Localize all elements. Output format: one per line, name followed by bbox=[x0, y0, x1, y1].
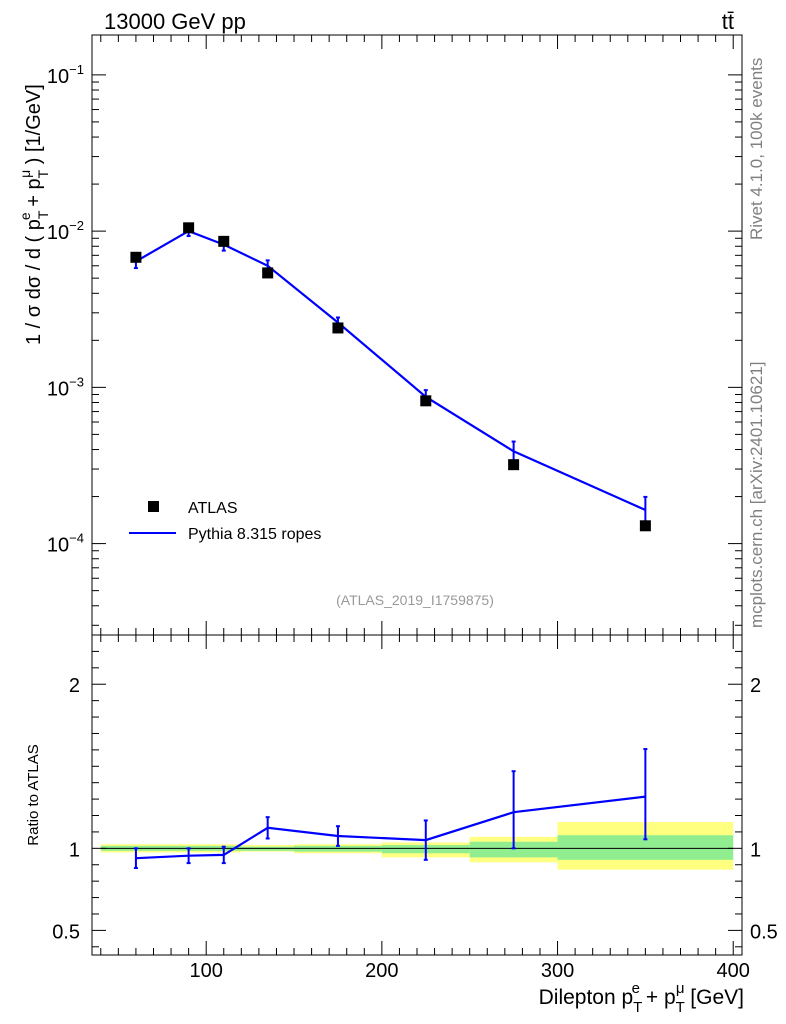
atlas-data-point bbox=[508, 459, 520, 471]
x-axis-title: Dilepton pTe + pTμ [GeV] bbox=[539, 980, 744, 1016]
ratio-y-tick-label-right: 0.5 bbox=[750, 921, 778, 943]
atlas-data-point bbox=[130, 251, 142, 263]
ratio-y-tick-label: 1 bbox=[69, 839, 80, 861]
x-tick-label: 400 bbox=[717, 960, 750, 982]
atlas-data-point bbox=[332, 322, 344, 334]
source-label: mcplots.cern.ch [arXiv:2401.10621] bbox=[747, 362, 766, 628]
ratio-y-axis-title: Ratio to ATLAS bbox=[25, 744, 42, 845]
ratio-pythia-line bbox=[135, 795, 646, 860]
ratio-y-tick-label: 2 bbox=[69, 675, 80, 697]
atlas-data-point bbox=[420, 395, 432, 407]
main-y-axis-title: 1 / σ dσ / d ( pTe + pTμ ) [1/GeV] bbox=[17, 84, 51, 345]
energy-label: 13000 GeV pp bbox=[104, 9, 246, 34]
ratio-plot: 0.5 0.5 1 1 2 2 100 200 300 400 bbox=[52, 634, 778, 982]
pythia-line bbox=[135, 229, 646, 512]
main-frame bbox=[91, 34, 743, 636]
atlas-data-point bbox=[183, 222, 195, 234]
main-y-tick-label: 10−1 bbox=[47, 62, 84, 88]
main-y-tick-label: 10−3 bbox=[47, 374, 84, 400]
ratio-y-tick-label-right: 1 bbox=[750, 839, 761, 861]
ratio-y-tick-label-right: 2 bbox=[750, 675, 761, 697]
rivet-version-label: Rivet 4.1.0, 100k events bbox=[747, 58, 766, 240]
main-y-tick-label: 10−2 bbox=[47, 218, 84, 244]
atlas-data-point bbox=[262, 267, 274, 279]
x-tick-label: 200 bbox=[365, 960, 398, 982]
main-plot: 10−4 10−3 10−2 10−1 bbox=[47, 34, 743, 636]
process-label: tt̄ bbox=[722, 9, 734, 34]
ratio-band-inner bbox=[469, 841, 558, 858]
analysis-label: (ATLAS_2019_I1759875) bbox=[336, 592, 494, 608]
atlas-data-point bbox=[639, 520, 651, 532]
legend: ATLAS Pythia 8.315 ropes bbox=[129, 500, 321, 543]
ratio-y-tick-label: 0.5 bbox=[52, 921, 80, 943]
main-y-tick-label: 10−4 bbox=[47, 531, 84, 557]
x-tick-label: 100 bbox=[190, 960, 223, 982]
legend-atlas-label: ATLAS bbox=[188, 500, 238, 517]
atlas-data-point bbox=[218, 235, 230, 247]
legend-pythia-label: Pythia 8.315 ropes bbox=[188, 526, 321, 543]
x-tick-label: 300 bbox=[541, 960, 574, 982]
legend-atlas-marker bbox=[148, 501, 159, 512]
